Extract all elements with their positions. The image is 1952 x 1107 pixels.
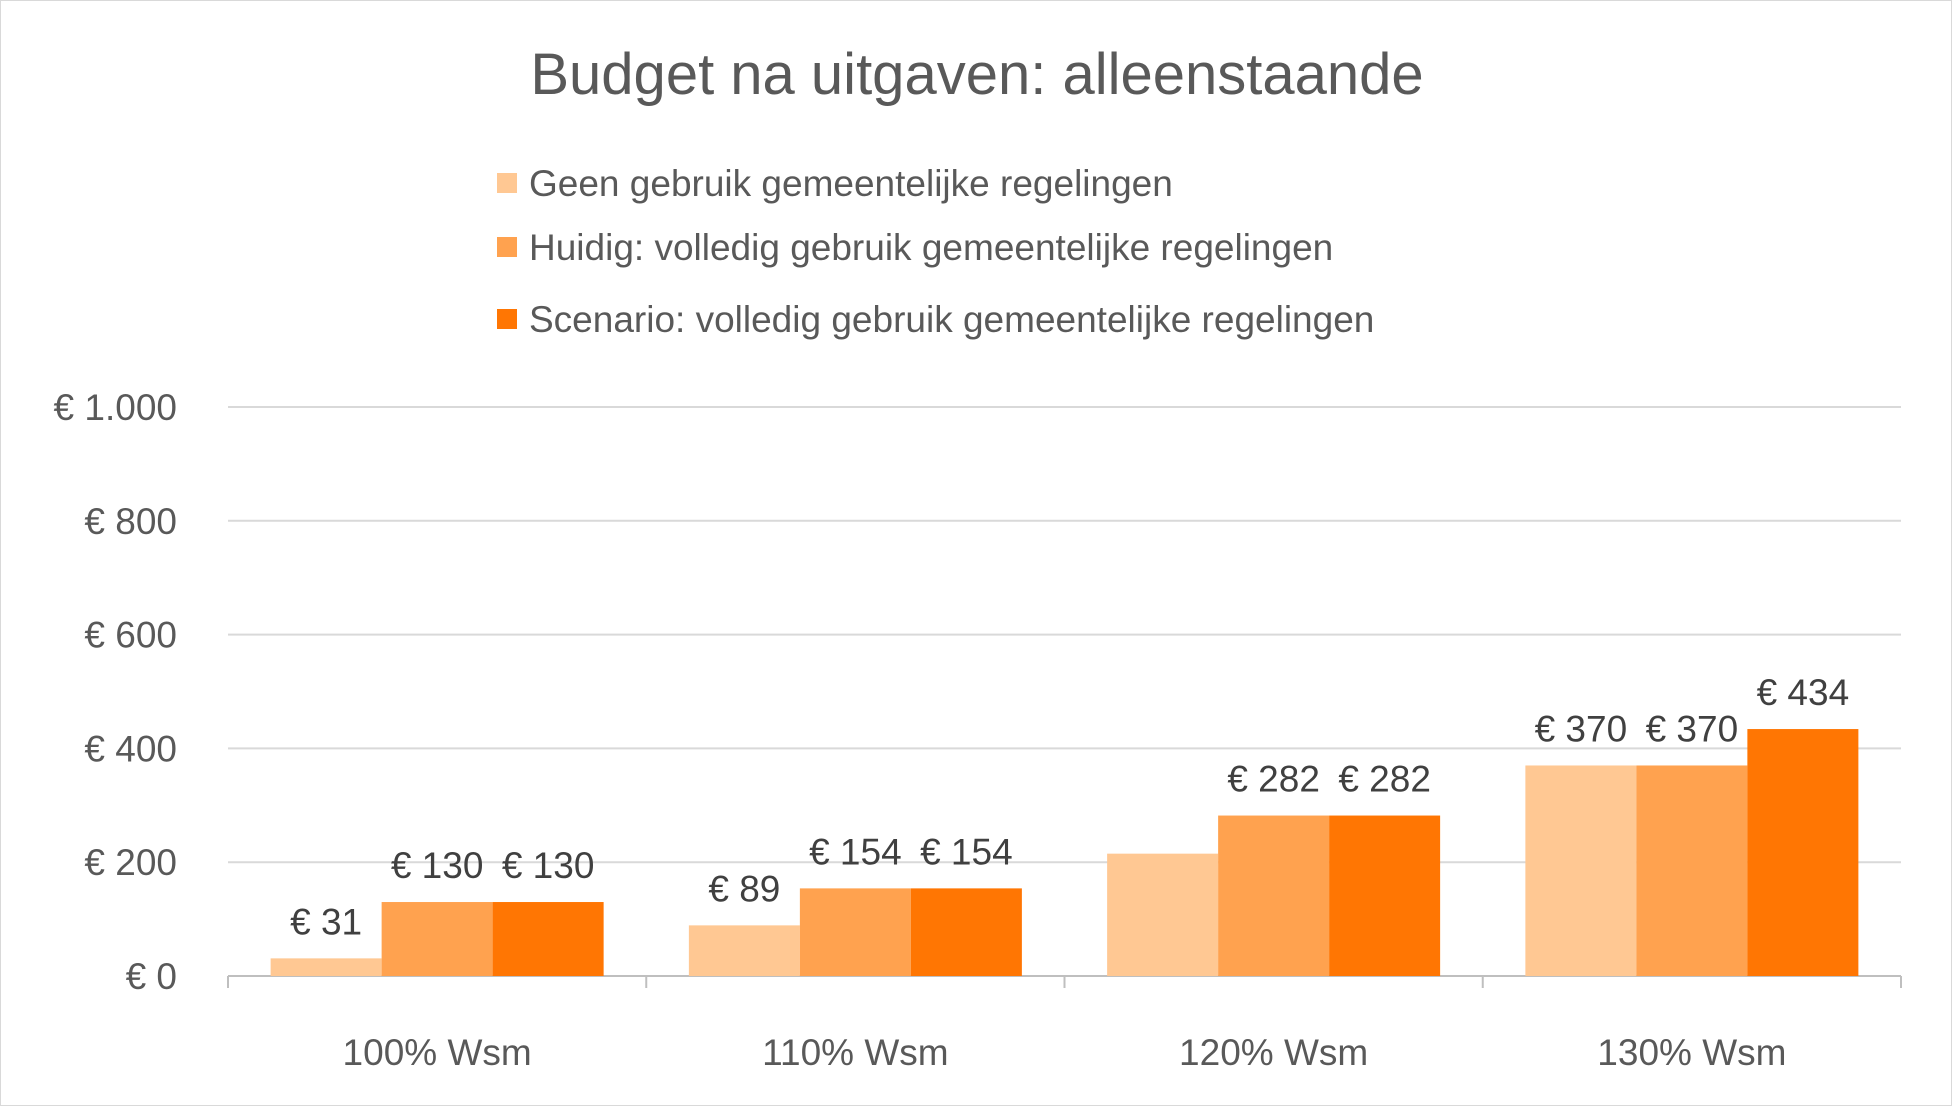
bar-s1-c3 — [1107, 853, 1219, 976]
data-label-s2-c4: € 370 — [1646, 708, 1739, 749]
chart-title: Budget na uitgaven: alleenstaande — [530, 42, 1423, 107]
bar-s2-c1 — [381, 902, 493, 976]
bar-s3-c1 — [492, 902, 604, 976]
y-tick-label: € 200 — [84, 842, 177, 883]
data-label-s3-c4: € 434 — [1757, 672, 1850, 713]
data-label-s2-c3: € 282 — [1227, 759, 1320, 800]
legend-swatch-3 — [497, 309, 517, 329]
legend-swatch-2 — [497, 237, 517, 257]
bars — [270, 729, 1859, 976]
y-tick-label: € 400 — [84, 728, 177, 769]
data-label-s2-c2: € 154 — [809, 831, 902, 872]
data-label-s1-c4: € 370 — [1535, 708, 1628, 749]
legend-label-2: Huidig: volledig gebruik gemeentelijke r… — [529, 227, 1333, 268]
bar-s1-c1 — [270, 958, 382, 976]
bar-s2-c2 — [799, 888, 911, 976]
legend-swatch-1 — [497, 173, 517, 193]
bar-s3-c4 — [1747, 729, 1859, 976]
bar-s3-c3 — [1329, 815, 1441, 976]
data-label-s3-c1: € 130 — [502, 845, 595, 886]
data-label-s1-c1: € 31 — [290, 901, 362, 942]
x-category-label: 120% Wsm — [1179, 1032, 1368, 1073]
bar-s2-c3 — [1218, 815, 1330, 976]
bar-s3-c2 — [910, 888, 1022, 976]
data-label-s3-c3: € 282 — [1338, 759, 1431, 800]
legend-label-3: Scenario: volledig gebruik gemeentelijke… — [529, 299, 1374, 340]
y-tick-label: € 800 — [84, 501, 177, 542]
y-tick-label: € 1.000 — [54, 387, 177, 428]
data-labels: € 31 € 130 € 130 € 89 € 154 € 154 € 282 € 282 € … — [290, 672, 1849, 942]
x-category-label: 100% Wsm — [343, 1032, 532, 1073]
y-axis-labels: € 0 € 200 € 400 € 600 € 800 € 1.000 — [54, 387, 177, 997]
data-label-s3-c2: € 154 — [920, 831, 1013, 872]
bar-s1-c2 — [688, 925, 800, 976]
y-tick-label: € 600 — [84, 615, 177, 656]
legend: Geen gebruik gemeentelijke regelingen Hui… — [497, 163, 1374, 340]
x-axis: 100% Wsm 110% Wsm 120% Wsm 130% Wsm — [227, 975, 1902, 1073]
y-tick-label: € 0 — [126, 956, 177, 997]
legend-label-1: Geen gebruik gemeentelijke regelingen — [529, 163, 1173, 204]
data-label-s1-c2: € 89 — [708, 868, 780, 909]
data-label-s2-c1: € 130 — [391, 845, 484, 886]
x-category-label: 110% Wsm — [762, 1032, 948, 1073]
x-category-label: 130% Wsm — [1597, 1032, 1786, 1073]
bar-s1-c4 — [1525, 765, 1637, 976]
bar-s2-c4 — [1636, 765, 1748, 976]
